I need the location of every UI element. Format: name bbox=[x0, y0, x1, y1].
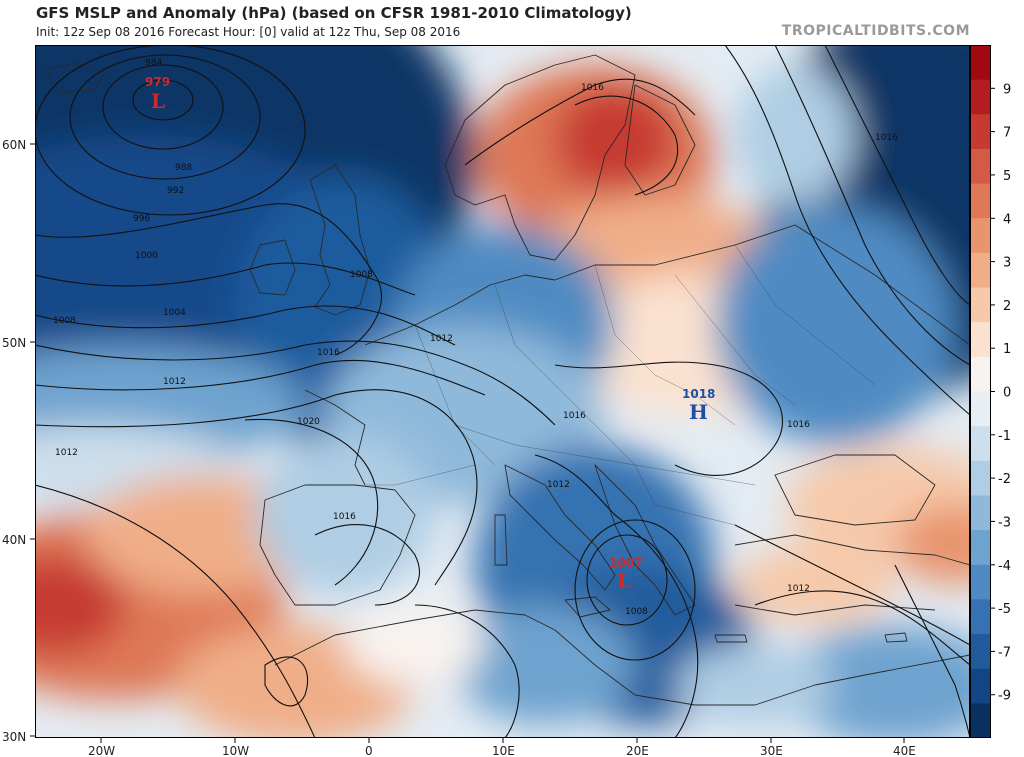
coastlines bbox=[44, 54, 970, 706]
colorbar-label: 2 bbox=[1003, 299, 1011, 314]
colorbar-label: -2 bbox=[998, 472, 1011, 487]
longitude-axis: 20W 10W 0 10E 20E 30E 40E bbox=[88, 738, 916, 757]
map-subtitle: Init: 12z Sep 08 2016 Forecast Hour: [0]… bbox=[36, 25, 461, 39]
isobar-label: 996 bbox=[133, 214, 150, 224]
isobar-label: 1008 bbox=[53, 316, 76, 326]
map-title: GFS MSLP and Anomaly (hPa) (based on CFS… bbox=[36, 4, 632, 22]
low-center-symbol: L bbox=[617, 569, 631, 593]
colorbar-swatch bbox=[970, 703, 991, 738]
isobar-label: 1016 bbox=[787, 420, 810, 430]
anomaly-colorbar: 9 7 5 4 3 2 1 0 -1 -2 -3 -4 -5 -7 -9 bbox=[970, 45, 1011, 738]
isobar-labels: 984 988 992 996 1000 1004 1008 1008 1012… bbox=[53, 58, 898, 617]
colorbar-label: 9 bbox=[1003, 82, 1011, 97]
low-center-value: 1007 bbox=[609, 556, 642, 570]
low-center-value: 979 bbox=[145, 75, 170, 89]
isobar-label: 1012 bbox=[163, 377, 186, 387]
isobar-label: 1000 bbox=[135, 251, 158, 261]
colorbar-swatch bbox=[970, 564, 991, 600]
colorbar-swatch bbox=[970, 599, 991, 635]
lat-label: 60N bbox=[2, 138, 26, 152]
colorbar-swatch bbox=[970, 495, 991, 531]
colorbar-swatch bbox=[970, 634, 991, 670]
isobar-label: 992 bbox=[167, 186, 184, 196]
colorbar-swatch bbox=[970, 356, 991, 393]
lon-label: 10E bbox=[492, 744, 515, 757]
colorbar-label: 1 bbox=[1003, 342, 1011, 357]
colorbar-swatch bbox=[970, 252, 991, 289]
isobar-label: 988 bbox=[175, 163, 192, 173]
colorbar-swatch bbox=[970, 460, 991, 497]
colorbar-swatch bbox=[970, 148, 991, 185]
colorbar-label: 4 bbox=[1003, 212, 1011, 227]
lon-label: 10W bbox=[222, 744, 249, 757]
isobar-label: 984 bbox=[145, 58, 162, 68]
colorbar-swatch bbox=[970, 218, 991, 254]
isobar-label: 1020 bbox=[297, 417, 320, 427]
isobar-label: 1016 bbox=[563, 411, 586, 421]
colorbar-label: -3 bbox=[998, 515, 1011, 530]
isobar-label: 1016 bbox=[317, 348, 340, 358]
colorbar-label: 7 bbox=[1003, 126, 1011, 141]
colorbar-label: 3 bbox=[1003, 256, 1011, 271]
isobar-label: 1012 bbox=[787, 584, 810, 594]
isobars bbox=[35, 45, 970, 738]
lat-label: 40N bbox=[2, 533, 26, 547]
colorbar-swatch bbox=[970, 391, 991, 427]
colorbar-swatch bbox=[970, 45, 991, 81]
colorbar-label: -4 bbox=[998, 559, 1011, 574]
colorbar-label: -9 bbox=[998, 689, 1011, 704]
colorbar-swatch bbox=[970, 426, 991, 462]
lon-label: 20E bbox=[626, 744, 649, 757]
colorbar-swatch bbox=[970, 183, 991, 219]
lon-label: 20W bbox=[88, 744, 115, 757]
colorbar-swatch bbox=[970, 114, 991, 150]
pressure-centers: 979 L 1018 H 1007 L bbox=[145, 75, 715, 593]
colorbar-label: -5 bbox=[998, 602, 1011, 617]
isobar-label: 1008 bbox=[625, 607, 648, 617]
colorbar-swatch bbox=[970, 530, 991, 566]
isobar-label: 1008 bbox=[350, 270, 373, 280]
colorbar-label: -1 bbox=[998, 429, 1011, 444]
colorbar-label: 0 bbox=[1003, 386, 1011, 401]
colorbar-label: 5 bbox=[1003, 169, 1011, 184]
colorbar-label: -7 bbox=[998, 645, 1011, 660]
lon-label: 40E bbox=[893, 744, 916, 757]
colorbar-swatch bbox=[970, 79, 991, 115]
lon-label: 30E bbox=[760, 744, 783, 757]
lon-label: 0 bbox=[365, 744, 373, 757]
mslp-anomaly-map: 984 988 992 996 1000 1004 1008 1008 1012… bbox=[35, 45, 970, 738]
source-credit: TROPICALTIDBITS.COM bbox=[781, 23, 970, 39]
isobar-label: 1012 bbox=[547, 480, 570, 490]
lat-label: 30N bbox=[2, 730, 26, 744]
isobar-label: 1012 bbox=[430, 334, 453, 344]
lat-label: 50N bbox=[2, 336, 26, 350]
low-center-symbol: L bbox=[151, 89, 165, 113]
country-borders bbox=[365, 244, 876, 526]
colorbar-swatch bbox=[970, 287, 991, 323]
colorbar-swatch bbox=[970, 668, 991, 704]
colorbar-swatch bbox=[970, 322, 991, 358]
isobar-label: 1004 bbox=[163, 308, 186, 318]
isobar-label: 1016 bbox=[581, 83, 604, 93]
high-center-value: 1018 bbox=[682, 387, 715, 401]
isobar-label: 1012 bbox=[55, 448, 78, 458]
high-center-symbol: H bbox=[689, 400, 708, 424]
latitude-axis: 60N 50N 40N 30N bbox=[2, 138, 35, 744]
isobar-label: 1016 bbox=[875, 133, 898, 143]
isobar-label: 1016 bbox=[333, 512, 356, 522]
